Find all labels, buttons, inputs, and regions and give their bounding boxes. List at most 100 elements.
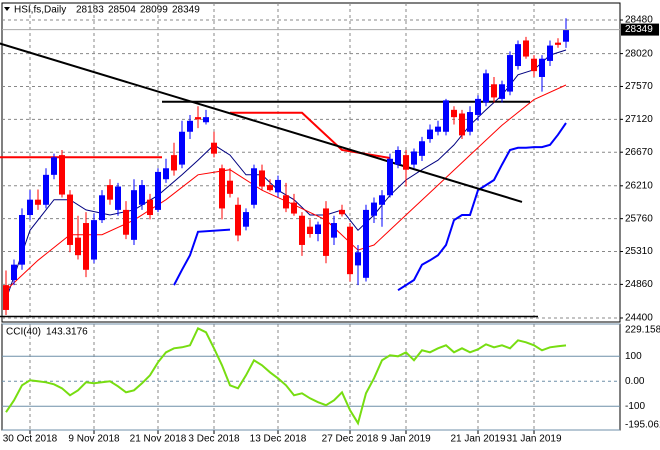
candle-body: [147, 199, 153, 216]
candle-body: [187, 120, 193, 132]
y-tick-label: 24400: [625, 313, 653, 324]
candle-body: [411, 151, 417, 165]
ohlc-high: 28504: [108, 5, 136, 16]
candle-body: [123, 209, 129, 235]
candle-body: [251, 168, 257, 205]
candle-body: [523, 40, 529, 57]
candle-body: [275, 179, 281, 193]
candle-body: [323, 208, 329, 256]
candle-body: [59, 155, 65, 195]
candle-body: [315, 224, 321, 234]
candle-body: [43, 174, 49, 205]
candle-body: [459, 113, 465, 136]
candle-body: [163, 168, 169, 180]
x-tick-label: 21 Jan 2019: [450, 434, 505, 445]
candle-body: [555, 42, 561, 45]
x-tick-label: 21 Nov 2018: [130, 434, 187, 445]
indicator-line: [5, 326, 567, 426]
candle-body: [243, 212, 249, 227]
candle-body: [179, 131, 185, 165]
candle-body: [219, 168, 225, 209]
candle-body: [291, 202, 297, 214]
candle-body: [467, 112, 473, 132]
candle-body: [515, 44, 521, 67]
candle-body: [395, 150, 401, 165]
indicator-tick-label: 229.1588: [625, 325, 660, 336]
x-tick-label: 31 Jan 2019: [506, 434, 561, 445]
candle-body: [355, 252, 361, 266]
candle-body: [419, 141, 425, 156]
candle-body: [91, 220, 97, 260]
candle-body: [19, 215, 25, 265]
candle-body: [451, 109, 457, 118]
candle-body: [83, 223, 89, 270]
candle-body: [299, 215, 305, 245]
candle-body: [259, 170, 265, 187]
indicator-tick-label: -195.061: [625, 420, 660, 431]
candle-body: [227, 180, 233, 194]
y-tick-label: 28020: [625, 48, 653, 59]
candle-body: [67, 194, 73, 245]
candle-body: [131, 190, 137, 240]
candle-body: [11, 264, 17, 281]
candle-body: [491, 84, 497, 98]
candle-body: [427, 129, 433, 140]
candle-body: [3, 285, 9, 310]
collapse-icon: [4, 7, 10, 11]
price-panel: [1, 2, 621, 323]
x-tick-label: 3 Dec 2018: [188, 434, 240, 445]
current-price-label: 28349: [625, 24, 653, 35]
current-price-box: [621, 23, 659, 36]
candle-body: [99, 195, 105, 221]
candle-body: [115, 186, 121, 210]
candle-body: [435, 126, 441, 132]
ohlc-open: 28183: [76, 5, 104, 16]
candle-body: [531, 58, 537, 72]
x-tick-label: 27 Dec 2018: [322, 434, 379, 445]
candle-body: [371, 202, 377, 216]
candle-body: [475, 98, 481, 115]
x-tick-label: 9 Jan 2019: [381, 434, 431, 445]
chart-title: HSI,fs,Daily: [14, 5, 66, 16]
candle-body: [339, 209, 345, 215]
candle-body: [35, 199, 41, 205]
ohlc-low: 28099: [140, 5, 168, 16]
y-tick-label: 25760: [625, 213, 653, 224]
indicator-title: CCI(40): [6, 327, 41, 338]
y-tick-label: 26670: [625, 147, 653, 158]
candle-body: [347, 226, 353, 275]
candle-body: [547, 45, 553, 61]
overlay-line: [173, 122, 567, 292]
y-tick-label: 26210: [625, 180, 653, 191]
candle-body: [107, 185, 113, 200]
y-tick-label: 27120: [625, 114, 653, 125]
candle-body: [155, 171, 161, 210]
candle-body: [507, 55, 513, 92]
candle-body: [443, 100, 449, 132]
candle-body: [403, 155, 409, 170]
candle-body: [211, 142, 217, 154]
candle-body: [387, 158, 393, 196]
x-tick-label: 13 Dec 2018: [250, 434, 307, 445]
ohlc-close: 28349: [172, 5, 200, 16]
candle-body: [75, 237, 81, 256]
indicator-value: 143.3176: [46, 327, 88, 338]
x-tick-label: 9 Nov 2018: [68, 434, 120, 445]
candle-body: [235, 204, 241, 236]
candle-body: [563, 29, 569, 42]
candle-body: [139, 185, 145, 205]
candle-body: [307, 226, 313, 234]
x-tick-label: 30 Oct 2018: [3, 434, 58, 445]
indicator-tick-label: 100: [625, 351, 642, 362]
candle-body: [499, 84, 505, 99]
overlay-line: [0, 42, 523, 203]
candle-body: [195, 117, 201, 120]
candle-body: [363, 209, 369, 278]
y-tick-label: 27570: [625, 81, 653, 92]
candle-body: [27, 199, 33, 216]
candle-body: [331, 223, 337, 238]
candle-body: [171, 155, 177, 171]
